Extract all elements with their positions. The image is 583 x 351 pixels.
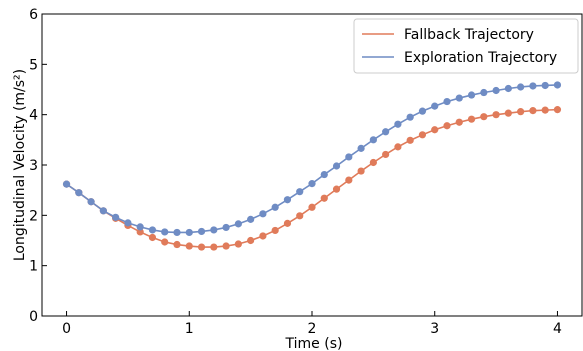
data-point	[529, 82, 537, 90]
x-tick-label: 0	[62, 321, 71, 337]
series-exploration	[62, 81, 562, 237]
data-point	[345, 153, 353, 161]
data-point	[553, 81, 562, 89]
data-point	[185, 242, 193, 250]
data-point	[345, 176, 353, 184]
data-point	[185, 228, 193, 237]
data-point	[197, 227, 206, 236]
data-point	[492, 86, 500, 95]
data-point	[320, 194, 328, 202]
data-point	[259, 210, 267, 218]
data-point	[99, 207, 107, 215]
data-point	[247, 215, 255, 223]
data-point	[234, 220, 242, 228]
data-point	[136, 228, 144, 236]
data-point	[148, 233, 157, 242]
legend-label: Exploration Trajectory	[404, 50, 557, 66]
data-point	[406, 113, 414, 121]
y-tick-label: 6	[29, 7, 38, 23]
data-point	[148, 226, 157, 234]
data-point	[529, 107, 537, 115]
data-point	[247, 236, 255, 245]
data-point	[369, 136, 377, 144]
data-point	[332, 185, 341, 193]
y-tick-label: 3	[29, 158, 38, 174]
y-tick-label: 5	[29, 57, 38, 73]
data-point	[87, 198, 95, 206]
legend-box	[353, 18, 579, 74]
x-tick-label: 2	[308, 321, 317, 337]
data-point	[517, 83, 525, 91]
data-point	[443, 122, 451, 130]
data-point	[197, 243, 206, 251]
data-point	[308, 180, 316, 188]
legend: Fallback Trajectory Exploration Trajector…	[353, 18, 579, 74]
data-point	[283, 196, 292, 204]
data-point	[406, 136, 414, 144]
legend-label: Fallback Trajectory	[404, 27, 534, 43]
y-tick-label: 0	[29, 309, 38, 325]
data-point	[517, 108, 525, 116]
y-axis-label: Longitudinal Velocity (m/s²)	[12, 69, 28, 261]
y-tick-label: 1	[29, 259, 38, 275]
data-point	[394, 143, 402, 151]
data-point	[431, 126, 439, 134]
data-point	[553, 106, 562, 114]
data-point	[332, 162, 341, 170]
data-point	[504, 84, 512, 93]
data-point	[443, 97, 451, 106]
x-tick-label: 1	[185, 321, 194, 337]
data-point	[173, 240, 181, 249]
data-point	[418, 131, 427, 139]
data-point	[480, 113, 488, 121]
data-point	[541, 106, 549, 114]
data-point	[418, 107, 427, 115]
data-point	[492, 111, 500, 119]
data-point	[234, 240, 242, 248]
data-point	[259, 232, 267, 240]
data-point	[320, 170, 328, 179]
data-point	[467, 91, 476, 99]
data-point	[222, 223, 230, 232]
x-axis-label: Time (s)	[285, 336, 343, 351]
x-tick-label: 3	[430, 321, 439, 337]
data-point	[357, 144, 365, 152]
data-point	[210, 226, 218, 234]
data-point	[210, 243, 218, 251]
data-point	[62, 180, 71, 188]
data-point	[467, 115, 476, 123]
data-point	[161, 228, 169, 236]
data-point	[283, 219, 292, 227]
data-point	[394, 120, 402, 128]
x-tick-label: 4	[553, 321, 562, 337]
data-point	[357, 167, 365, 175]
data-point	[382, 150, 390, 159]
data-point	[161, 238, 169, 246]
data-point	[271, 203, 279, 211]
data-point	[308, 203, 316, 211]
data-point	[431, 102, 439, 110]
data-point	[136, 223, 144, 231]
data-point	[296, 212, 304, 220]
data-point	[369, 158, 377, 167]
data-point	[124, 219, 132, 227]
data-point	[271, 226, 279, 235]
data-point	[541, 81, 549, 90]
data-point	[222, 242, 230, 250]
data-point	[455, 94, 463, 102]
data-point	[173, 228, 181, 237]
data-point	[382, 128, 390, 136]
data-point	[112, 213, 120, 221]
data-point	[75, 189, 83, 197]
data-point	[296, 188, 304, 196]
y-tick-label: 2	[29, 208, 38, 224]
data-point	[480, 88, 488, 97]
data-point	[455, 118, 463, 126]
y-tick-label: 4	[29, 108, 38, 124]
data-point	[504, 109, 512, 117]
